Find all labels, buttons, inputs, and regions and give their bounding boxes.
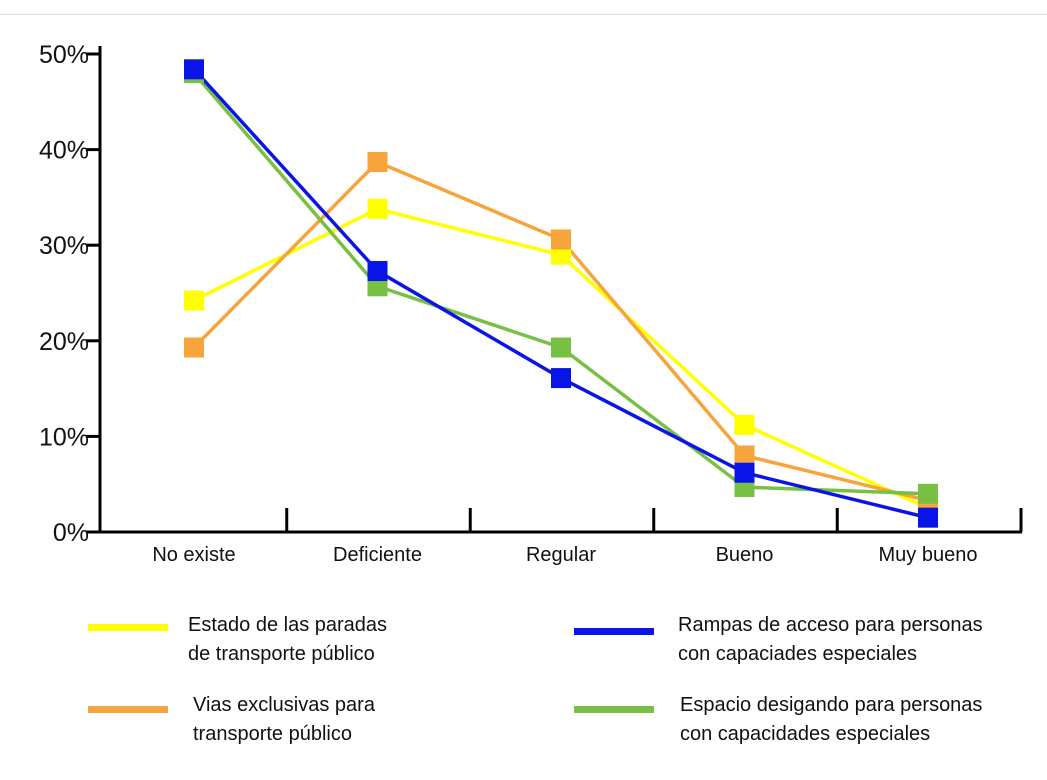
legend-label-vias-exclusivas-line2: transporte público: [193, 723, 352, 745]
data-point-marker: [918, 507, 938, 528]
x-category-label: No existe: [152, 544, 235, 566]
series-markers: [184, 59, 938, 528]
series-line: [192, 68, 929, 520]
data-point-marker: [367, 198, 388, 219]
line-chart: 0% 10% 20% 30% 40% 50% No existe Deficiente Reg…: [39, 41, 1023, 566]
y-tick-label: 30%: [39, 232, 89, 260]
legend-label-estado-paradas-line1: Estado de las paradas: [188, 614, 388, 636]
y-tick-label: 40%: [39, 137, 89, 165]
legend-swatch-rampas-acceso: [574, 628, 654, 635]
data-point-marker: [184, 290, 204, 311]
legend-swatch-espacio-designado: [574, 706, 654, 713]
y-axis-tick-labels: 0% 10% 20% 30% 40% 50%: [39, 41, 89, 547]
series-line: [192, 71, 929, 496]
series-lines: [192, 68, 929, 520]
y-tick-label: 50%: [39, 41, 89, 69]
legend-label-rampas-acceso-line2: con capaciades especiales: [678, 643, 918, 665]
top-divider: [0, 14, 1047, 15]
legend-swatch-estado-paradas: [88, 624, 168, 631]
legend-label-estado-paradas-line2: de transporte público: [188, 643, 375, 665]
legend-label-espacio-designado-line2: con capacidades especiales: [680, 723, 931, 745]
data-point-marker: [551, 368, 571, 389]
data-point-marker: [918, 483, 938, 504]
x-category-label: Muy bueno: [879, 544, 978, 566]
x-category-label: Bueno: [716, 544, 774, 566]
data-point-marker: [367, 276, 388, 297]
y-tick-label: 10%: [39, 423, 89, 451]
series-line: [192, 160, 929, 503]
y-tick-label: 20%: [39, 328, 89, 356]
chart-legend: Estado de las paradas de transporte públ…: [0, 600, 1047, 780]
legend-swatch-vias-exclusivas: [88, 706, 168, 713]
x-category-label: Regular: [526, 544, 596, 566]
data-point-marker: [367, 152, 388, 173]
x-category-label: Deficiente: [333, 544, 422, 566]
data-point-marker: [734, 462, 755, 483]
data-point-marker: [184, 59, 204, 80]
chart-axes: [86, 46, 1023, 534]
data-point-marker: [184, 337, 204, 358]
y-tick-label: 0%: [53, 519, 89, 547]
data-point-marker: [551, 244, 571, 265]
data-point-marker: [367, 261, 388, 282]
data-point-marker: [551, 229, 571, 250]
data-point-marker: [734, 414, 755, 435]
data-point-marker: [551, 337, 571, 358]
legend-label-espacio-designado-line1: Espacio desigando para personas: [680, 694, 983, 716]
legend-label-rampas-acceso-line1: Rampas de acceso para personas: [678, 614, 983, 636]
x-axis-category-labels: No existe Deficiente Regular Bueno Muy bueno: [152, 544, 977, 566]
legend-label-vias-exclusivas-line1: Vias exclusivas para: [193, 694, 375, 716]
data-point-marker: [734, 445, 755, 466]
